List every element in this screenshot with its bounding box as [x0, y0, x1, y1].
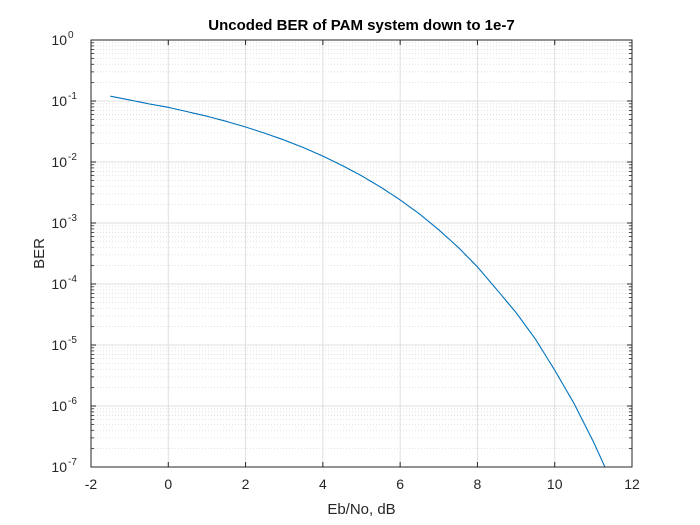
- y-tick-label-exponent: -1: [68, 91, 77, 102]
- y-axis-label: BER: [31, 238, 48, 269]
- y-tick-label: 10: [51, 32, 67, 48]
- x-tick-label: 4: [319, 476, 327, 492]
- y-tick-label-exponent: -3: [68, 213, 77, 224]
- plot-background: [91, 40, 632, 467]
- plot-area: [90, 39, 633, 468]
- major-grid: [91, 40, 632, 467]
- y-tick-label: 10: [51, 215, 67, 231]
- y-tick-label-exponent: -6: [68, 396, 77, 407]
- y-tick-label: 10: [51, 154, 67, 170]
- x-tick-label: 8: [474, 476, 482, 492]
- x-tick-label: 12: [624, 476, 640, 492]
- x-tick-label: 6: [396, 476, 404, 492]
- ber-series-line: [110, 95, 606, 468]
- chart-title: Uncoded BER of PAM system down to 1e-7: [208, 17, 514, 34]
- tick-marks: [90, 39, 633, 468]
- y-tick-label-exponent: -7: [68, 457, 77, 468]
- x-tick-label: 0: [164, 476, 172, 492]
- x-tick-label: 10: [547, 476, 563, 492]
- series-layer: [110, 95, 606, 468]
- x-axis-label: Eb/No, dB: [327, 501, 395, 518]
- y-tick-label: 10: [51, 337, 67, 353]
- x-tick-labels: -2 0 2 4 6 8 10 12: [85, 476, 640, 492]
- x-tick-label: -2: [85, 476, 98, 492]
- minor-grid: [91, 42, 632, 450]
- y-tick-label: 10: [51, 398, 67, 414]
- x-tick-label: 2: [242, 476, 250, 492]
- y-tick-label-exponent: -2: [68, 152, 77, 163]
- plot-frame: [90, 39, 633, 468]
- y-tick-label-exponent: -5: [68, 335, 77, 346]
- y-tick-label-exponent: -4: [68, 274, 77, 285]
- y-tick-label: 10: [51, 93, 67, 109]
- y-tick-label-exponent: 0: [68, 30, 74, 41]
- y-tick-label: 10: [51, 276, 67, 292]
- y-tick-label: 10: [51, 459, 67, 475]
